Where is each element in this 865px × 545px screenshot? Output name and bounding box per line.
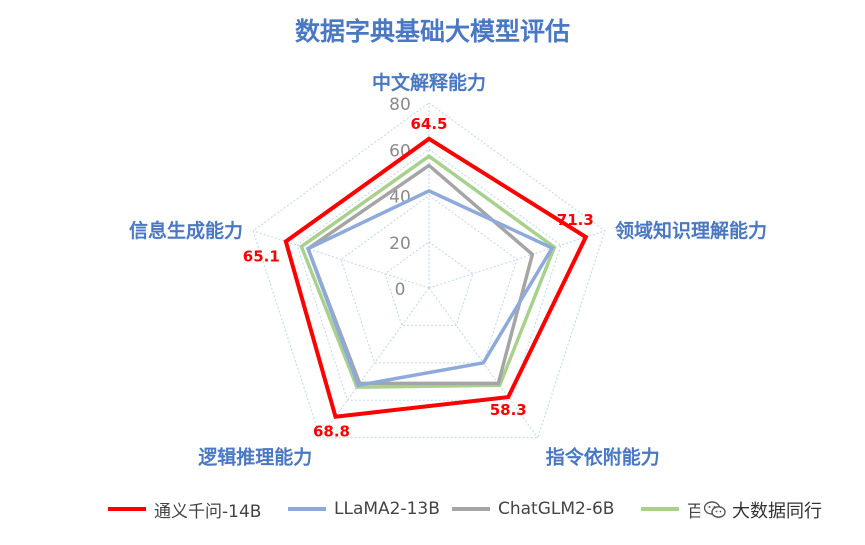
legend-swatch	[108, 507, 146, 511]
tick-label-20: 20	[389, 234, 411, 254]
legend-swatch	[288, 507, 326, 511]
chart-title: 数据字典基础大模型评估	[294, 17, 570, 46]
watermark-text: 大数据同行	[732, 501, 822, 522]
legend-item-1: 通义千问-14B	[108, 492, 261, 526]
data-labels: 64.5 71.3 58.3 68.8 65.1	[243, 115, 594, 441]
legend-label: ChatGLM2-6B	[498, 499, 615, 519]
axis-label-2: 领域知识理解能力	[615, 219, 767, 242]
axis-label-1: 中文解释能力	[372, 71, 486, 94]
grid-spoke-4	[319, 287, 430, 438]
series-lines	[283, 136, 589, 419]
grid-ring-80	[252, 102, 606, 439]
grid-spoke-2	[428, 230, 606, 289]
series-line-1	[283, 136, 589, 419]
watermark: 大数据同行	[700, 496, 828, 524]
axis-label-4: 逻辑推理能力	[198, 446, 312, 469]
legend-swatch	[452, 507, 490, 511]
legend-label: 通义千问-14B	[154, 501, 262, 522]
axis-label-3: 指令依附能力	[546, 446, 660, 469]
grid-ring-20	[384, 241, 474, 326]
legend-swatch	[641, 507, 679, 511]
data-label-4: 68.8	[313, 423, 350, 441]
series-line-2	[305, 188, 555, 388]
data-label-3: 58.3	[490, 401, 527, 419]
data-label-1: 64.5	[410, 115, 447, 133]
tick-label-80: 80	[389, 95, 411, 115]
legend-item-2: LLaMA2-13B	[288, 492, 440, 526]
wechat-icon	[704, 501, 726, 518]
data-label-2: 71.3	[557, 211, 594, 229]
series-line-4	[299, 154, 557, 389]
axis-label-5: 信息生成能力	[129, 219, 243, 242]
grid-ring-40	[340, 194, 518, 364]
legend-label: LLaMA2-13B	[334, 499, 440, 519]
data-label-5: 65.1	[243, 247, 280, 265]
tick-label-0: 0	[395, 280, 406, 300]
grid-spoke-5	[252, 230, 430, 289]
legend-item-3: ChatGLM2-6B	[452, 492, 614, 526]
series-line-3	[305, 163, 535, 386]
